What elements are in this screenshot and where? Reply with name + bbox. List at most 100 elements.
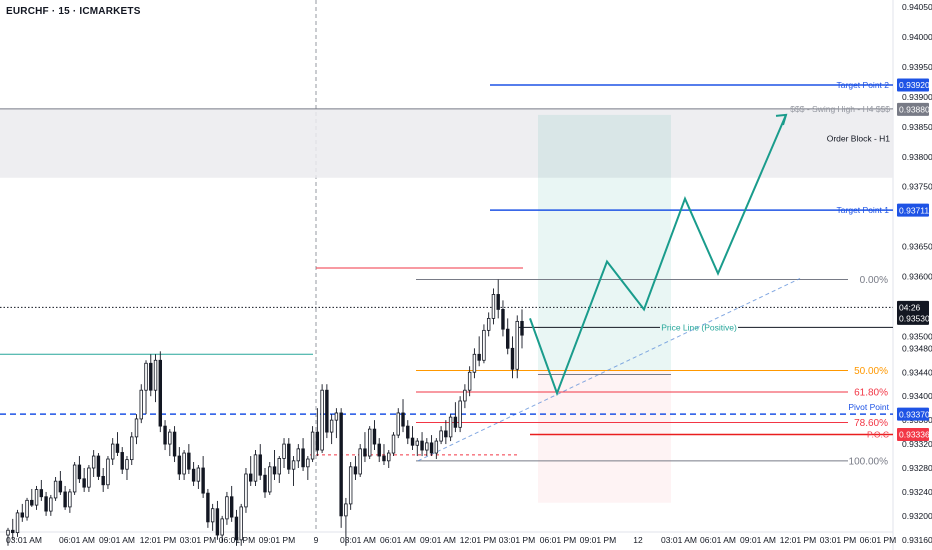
candle-body [382, 455, 386, 462]
x-tick-label-5: 06:01 PM [219, 535, 255, 545]
candle [144, 360, 148, 415]
candle-body [187, 452, 191, 470]
target-point-2-tag-text: 0.93920 [899, 80, 930, 90]
candle-body [501, 309, 505, 330]
candle-body [315, 431, 320, 451]
y-tick-label-0: 0.94050 [902, 2, 932, 12]
candle [182, 450, 186, 480]
y-tick-label-8: 0.93600 [902, 271, 932, 281]
y-tick-label-17: 0.93200 [902, 511, 932, 521]
candle-body [153, 359, 158, 391]
candle [377, 438, 381, 463]
candle [410, 426, 415, 451]
candle-body [58, 480, 63, 493]
candle [439, 426, 443, 445]
candle [58, 471, 63, 495]
candle [353, 456, 358, 480]
candle [130, 432, 134, 466]
candle-body [163, 425, 167, 445]
y-tick-label-10: 0.93480 [902, 343, 932, 353]
candle [77, 456, 82, 483]
candle-body [25, 499, 29, 518]
candle-body [11, 529, 15, 534]
x-tick-label-4: 03:01 PM [180, 535, 216, 545]
x-tick-label-21: 06:01 PM [860, 535, 896, 545]
target-point-2-tag: 0.93920 [897, 78, 930, 92]
candle-body [110, 443, 115, 460]
swing-high-tag: 0.93880 [897, 102, 930, 116]
candle [463, 384, 467, 409]
x-tick-label-10: 09:01 AM [420, 535, 456, 545]
candle [472, 348, 477, 379]
current-price-tag: 0.93530 [897, 311, 930, 325]
candle [25, 497, 29, 521]
current-price-tag-text: 0.93530 [899, 314, 930, 324]
candle [168, 429, 172, 457]
candle-body [20, 512, 24, 518]
candle [163, 420, 167, 451]
candle-body [329, 419, 334, 433]
candle-body [101, 475, 105, 486]
candle-body [253, 454, 258, 482]
candle [448, 414, 453, 442]
fib-trend-line [417, 278, 801, 462]
y-tick-label-2: 0.93950 [902, 62, 932, 72]
candle [429, 435, 434, 457]
candle-body [234, 516, 239, 541]
target-point-2-tag-bg [897, 78, 929, 92]
price-line-label: Price Line (Positive) [661, 322, 737, 332]
candle-body [220, 518, 224, 536]
pivot-point-tag-bg [897, 407, 929, 421]
candle [348, 462, 353, 510]
candle [510, 336, 515, 379]
candle-body [453, 416, 458, 428]
candle-body [377, 443, 381, 457]
candle [139, 384, 143, 424]
candle [177, 447, 182, 480]
candle-body [320, 389, 324, 451]
y-tick-label-12: 0.93400 [902, 391, 932, 401]
fib-label-1: 50.00% [854, 366, 888, 377]
candle [210, 503, 215, 531]
candle-body [387, 452, 391, 462]
x-tick-label-15: 12 [633, 535, 643, 545]
candle-body [201, 467, 205, 494]
candle [115, 432, 120, 457]
poc-tag-text: 0.93336 [899, 430, 930, 440]
candle [277, 456, 281, 483]
candle-body [249, 473, 253, 482]
candle [367, 426, 372, 460]
y-tick-label-1: 0.94000 [902, 32, 932, 42]
candle [401, 399, 405, 433]
candle-body [72, 464, 77, 493]
candle-body [82, 478, 86, 488]
candle-body [30, 499, 34, 506]
candle-body [339, 412, 343, 517]
candle [153, 354, 158, 403]
candle-body [229, 496, 234, 518]
x-tick-label-3: 12:01 PM [140, 535, 176, 545]
candle-body [44, 496, 48, 512]
candle [344, 497, 348, 546]
current-price-tag-bg [897, 311, 929, 325]
candle-body [149, 362, 153, 391]
chart-title: EURCHF · 15 · ICMARKETS [6, 6, 141, 17]
candle-body [287, 443, 291, 470]
candle [53, 476, 58, 501]
poc-tag: 0.93336 [897, 427, 930, 441]
candle-body [401, 412, 405, 427]
candle-body [258, 454, 262, 476]
candle [258, 444, 262, 480]
candle-body [134, 418, 139, 438]
x-tick-label-13: 06:01 PM [540, 535, 576, 545]
candle [434, 438, 439, 460]
candle-body [244, 473, 248, 508]
candle [187, 444, 191, 474]
candle-body [172, 431, 177, 457]
candle [82, 468, 86, 492]
candle-body [491, 294, 496, 319]
candle-body [358, 448, 362, 475]
candle-body [91, 455, 96, 469]
candle [268, 462, 272, 495]
